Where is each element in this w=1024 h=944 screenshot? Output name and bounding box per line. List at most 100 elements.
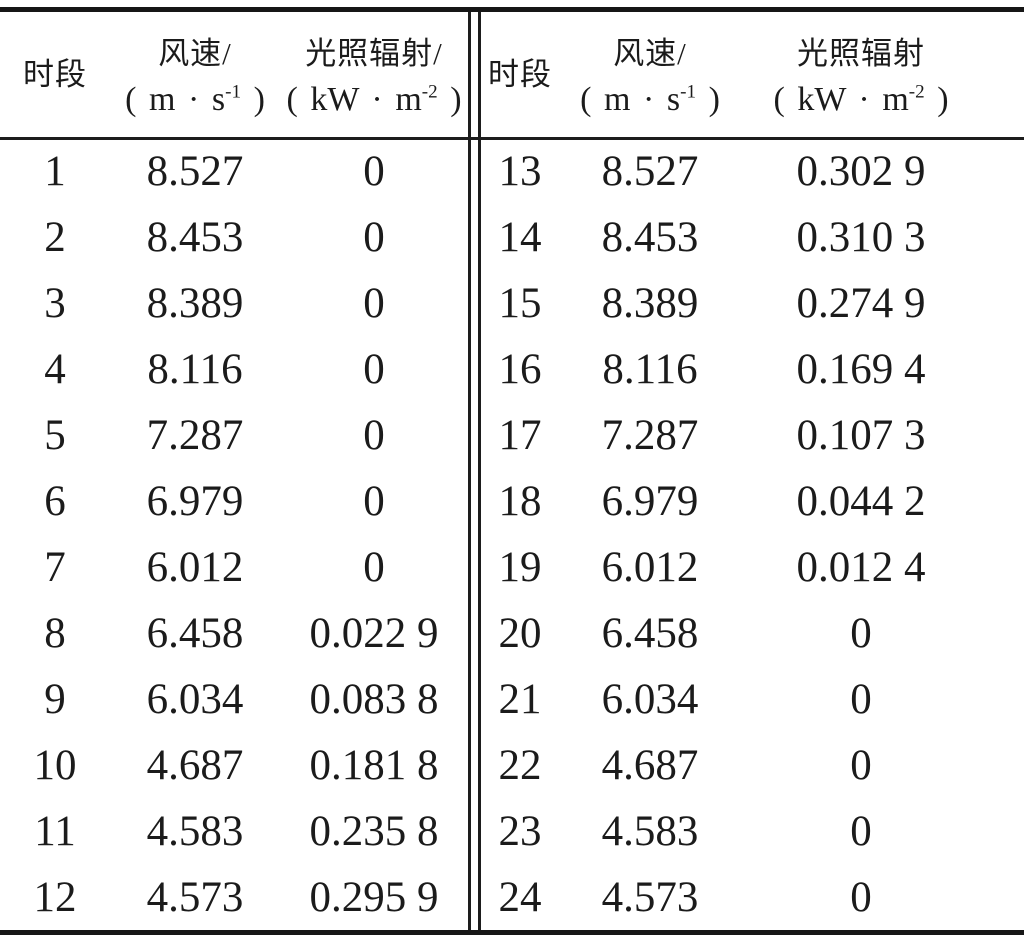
period-cell: 7 (44, 543, 66, 591)
table-header-rule (0, 137, 1024, 140)
wind-speed-cell: 4.687 (146, 741, 244, 789)
wind-speed-cell: 6.034 (146, 675, 244, 723)
table-row: 4 8.116 0 (0, 336, 468, 402)
column-header-wind-speed: 风速/ ( m · s-1 ) (110, 12, 280, 138)
wind-speed-cell: 4.573 (601, 873, 699, 921)
table-row: 2 8.453 0 (0, 204, 468, 270)
irradiance-cell: 0 (850, 741, 872, 789)
period-cell: 21 (498, 675, 542, 723)
irradiance-cell: 0 (363, 147, 385, 195)
period-cell: 16 (498, 345, 542, 393)
center-divider-line-left (468, 12, 471, 930)
header-row: 时段 风速/ ( m · s-1 ) 光照辐射 ( kW · m-2 ) (481, 12, 981, 138)
table-row: 23 4.583 0 (481, 798, 981, 864)
wind-speed-cell: 8.116 (602, 345, 698, 393)
wind-speed-cell: 7.287 (601, 411, 699, 459)
table-row: 10 4.687 0.181 8 (0, 732, 468, 798)
irradiance-cell: 0.181 8 (309, 741, 439, 789)
wind-speed-cell: 8.453 (601, 213, 699, 261)
table-right-half: 时段 风速/ ( m · s-1 ) 光照辐射 ( kW · m-2 ) 13 8… (481, 12, 981, 930)
period-label: 时段 (23, 56, 87, 92)
irradiance-unit: ( kW · m-2 ) (773, 81, 949, 119)
table-top-rule (0, 7, 1024, 12)
period-cell: 12 (33, 873, 77, 921)
period-cell: 8 (44, 609, 66, 657)
wind-speed-cell: 8.527 (601, 147, 699, 195)
table-row: 20 6.458 0 (481, 600, 981, 666)
irradiance-cell: 0.235 8 (309, 807, 439, 855)
period-cell: 13 (498, 147, 542, 195)
table-row: 24 4.573 0 (481, 864, 981, 930)
table-row: 11 4.583 0.235 8 (0, 798, 468, 864)
wind-speed-unit: ( m · s-1 ) (580, 81, 720, 119)
table-bottom-rule (0, 930, 1024, 935)
period-cell: 23 (498, 807, 542, 855)
wind-speed-cell: 4.583 (601, 807, 699, 855)
irradiance-cell: 0 (850, 807, 872, 855)
period-cell: 9 (44, 675, 66, 723)
column-header-period: 时段 (481, 12, 559, 138)
table-row: 8 6.458 0.022 9 (0, 600, 468, 666)
table-row: 17 7.287 0.107 3 (481, 402, 981, 468)
column-header-period: 时段 (0, 12, 110, 138)
period-cell: 6 (44, 477, 66, 525)
irradiance-cell: 0.310 3 (796, 213, 926, 261)
table-body-left: 1 8.527 0 2 8.453 0 3 8.389 0 4 8.116 0 5 7.287 0 6 6.97… (0, 138, 468, 930)
table-row: 1 8.527 0 (0, 138, 468, 204)
wind-speed-label: 风速/ (613, 35, 687, 71)
irradiance-cell: 0 (850, 873, 872, 921)
period-cell: 20 (498, 609, 542, 657)
irradiance-cell: 0 (363, 213, 385, 261)
period-cell: 15 (498, 279, 542, 327)
period-cell: 5 (44, 411, 66, 459)
wind-speed-cell: 6.979 (601, 477, 699, 525)
irradiance-cell: 0 (363, 411, 385, 459)
irradiance-label: 光照辐射/ (305, 35, 443, 71)
wind-speed-cell: 7.287 (146, 411, 244, 459)
period-cell: 4 (44, 345, 66, 393)
wind-speed-label: 风速/ (158, 35, 232, 71)
wind-speed-cell: 4.583 (146, 807, 244, 855)
irradiance-cell: 0.022 9 (309, 609, 439, 657)
wind-speed-cell: 6.458 (601, 609, 699, 657)
wind-speed-cell: 6.012 (601, 543, 699, 591)
table-row: 15 8.389 0.274 9 (481, 270, 981, 336)
table-row: 18 6.979 0.044 2 (481, 468, 981, 534)
period-cell: 19 (498, 543, 542, 591)
period-cell: 17 (498, 411, 542, 459)
irradiance-cell: 0 (363, 477, 385, 525)
table-row: 9 6.034 0.083 8 (0, 666, 468, 732)
wind-speed-cell: 6.979 (146, 477, 244, 525)
wind-speed-cell: 8.453 (146, 213, 244, 261)
irradiance-cell: 0.169 4 (796, 345, 926, 393)
wind-speed-cell: 6.458 (146, 609, 244, 657)
column-header-irradiance: 光照辐射 ( kW · m-2 ) (741, 12, 981, 138)
period-cell: 22 (498, 741, 542, 789)
period-cell: 11 (34, 807, 76, 855)
table-row: 21 6.034 0 (481, 666, 981, 732)
irradiance-cell: 0 (363, 345, 385, 393)
table-row: 6 6.979 0 (0, 468, 468, 534)
irradiance-cell: 0.274 9 (796, 279, 926, 327)
wind-speed-cell: 8.389 (601, 279, 699, 327)
period-cell: 3 (44, 279, 66, 327)
period-cell: 18 (498, 477, 542, 525)
irradiance-cell: 0.295 9 (309, 873, 439, 921)
data-table-right: 时段 风速/ ( m · s-1 ) 光照辐射 ( kW · m-2 ) 13 8… (481, 12, 981, 930)
period-label: 时段 (488, 56, 552, 92)
irradiance-cell: 0 (850, 609, 872, 657)
wind-speed-cell: 6.034 (601, 675, 699, 723)
period-cell: 2 (44, 213, 66, 261)
irradiance-cell: 0.083 8 (309, 675, 439, 723)
irradiance-cell: 0.302 9 (796, 147, 926, 195)
table-body-right: 13 8.527 0.302 9 14 8.453 0.310 3 15 8.389 0.274… (481, 138, 981, 930)
table-row: 5 7.287 0 (0, 402, 468, 468)
data-table-left: 时段 风速/ ( m · s-1 ) 光照辐射/ ( kW · m-2 ) 1 8… (0, 12, 468, 930)
center-divider-line-right (478, 12, 481, 930)
irradiance-unit: ( kW · m-2 ) (286, 81, 462, 119)
irradiance-cell: 0.012 4 (796, 543, 926, 591)
wind-speed-cell: 4.687 (601, 741, 699, 789)
wind-speed-unit: ( m · s-1 ) (125, 81, 265, 119)
period-cell: 24 (498, 873, 542, 921)
